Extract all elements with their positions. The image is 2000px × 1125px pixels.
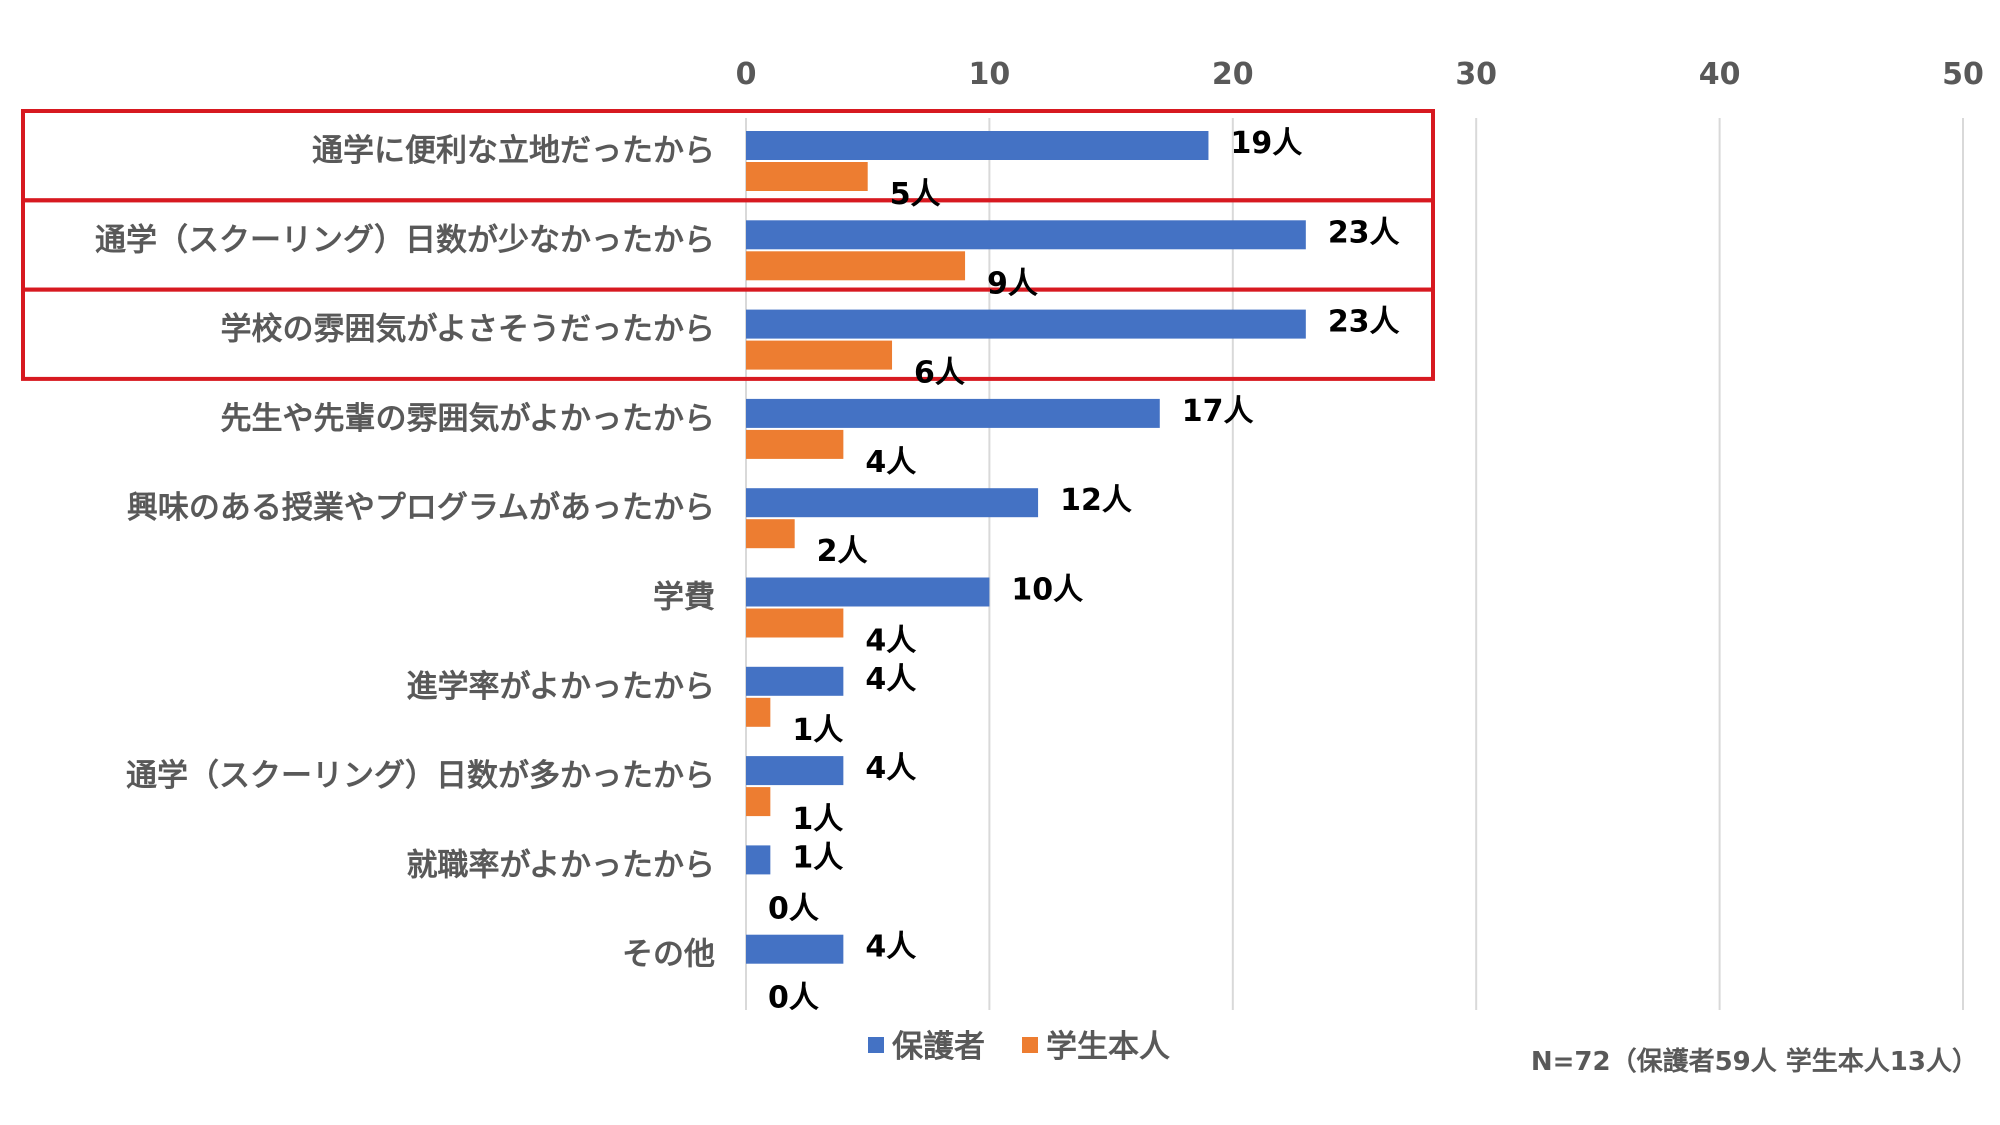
category-label: 興味のある授業やプログラムがあったから — [127, 490, 715, 526]
category-label: 進学率がよかったから — [407, 669, 715, 705]
legend: 保護者 学生本人 — [868, 1029, 1170, 1065]
student-data-label: 5人 — [890, 177, 941, 212]
x-tick-label: 30 — [1455, 57, 1497, 92]
x-tick-label: 20 — [1212, 57, 1254, 92]
student-bar — [746, 697, 771, 727]
category-label: 学費 — [653, 580, 715, 616]
guardian-data-label: 4人 — [865, 751, 916, 786]
highlight-box — [21, 287, 1435, 381]
x-tick-label: 0 — [736, 57, 757, 92]
student-data-label: 1人 — [792, 802, 843, 837]
category-labels: 通学に便利な立地だったから通学（スクーリング）日数が少なかったから学校の雰囲気が… — [95, 133, 715, 973]
guardian-data-label: 4人 — [865, 930, 916, 965]
x-axis-ticks: 0 10 20 30 40 50 — [736, 57, 1984, 92]
guardian-data-label: 23人 — [1328, 215, 1400, 250]
highlight-box — [21, 109, 1435, 203]
category-label: 学校の雰囲気がよさそうだったから — [221, 312, 715, 348]
student-data-label: 0人 — [768, 981, 819, 1016]
guardian-data-label: 1人 — [792, 840, 843, 875]
guardian-bar — [746, 131, 1209, 160]
student-bar — [746, 787, 771, 817]
student-bar — [746, 608, 844, 638]
category-label: 就職率がよかったから — [407, 847, 715, 883]
guardian-bar — [746, 845, 771, 875]
guardian-bar — [746, 666, 844, 696]
student-data-label: 9人 — [987, 266, 1038, 301]
student-bar — [746, 519, 795, 549]
student-bar — [746, 340, 893, 370]
student-data-label: 1人 — [792, 713, 843, 748]
category-label: 通学に便利な立地だったから — [312, 133, 715, 169]
guardian-data-label: 17人 — [1182, 394, 1254, 429]
category-label: 通学（スクーリング）日数が多かったから — [126, 758, 715, 794]
student-bar — [746, 251, 966, 281]
legend-label-student: 学生本人 — [1046, 1029, 1170, 1065]
student-data-label: 6人 — [914, 356, 965, 391]
guardian-data-label: 4人 — [865, 662, 916, 697]
x-tick-label: 50 — [1942, 57, 1984, 92]
guardian-data-label: 23人 — [1328, 305, 1400, 340]
guardian-bar — [746, 398, 1160, 428]
student-data-label: 0人 — [768, 891, 819, 926]
guardian-bar — [746, 309, 1306, 339]
guardian-data-label: 19人 — [1230, 126, 1302, 161]
student-data-label: 4人 — [865, 624, 916, 659]
student-bar — [746, 429, 844, 459]
x-tick-label: 10 — [969, 57, 1011, 92]
guardian-bar — [746, 577, 990, 607]
highlight-boxes — [21, 109, 1435, 381]
guardian-bar — [746, 220, 1306, 250]
legend-swatch-guardian — [868, 1037, 884, 1053]
guardian-bar — [746, 934, 844, 964]
data-labels: 19人5人23人9人23人6人17人4人12人2人10人4人4人1人4人1人1人… — [768, 126, 1400, 1016]
category-label: 通学（スクーリング）日数が少なかったから — [95, 222, 715, 258]
bars — [746, 131, 1306, 964]
guardian-data-label: 12人 — [1060, 483, 1132, 518]
category-label: その他 — [622, 937, 715, 973]
student-data-label: 4人 — [865, 445, 916, 480]
student-data-label: 2人 — [817, 534, 868, 569]
legend-swatch-student — [1022, 1037, 1038, 1053]
student-bar — [746, 162, 868, 191]
guardian-bar — [746, 488, 1039, 518]
sample-size-note: N=72（保護者59人 学生本人13人） — [1531, 1046, 1978, 1077]
category-label: 先生や先輩の雰囲気がよかったから — [221, 401, 715, 437]
guardian-data-label: 10人 — [1011, 573, 1083, 608]
x-tick-label: 40 — [1699, 57, 1741, 92]
guardian-bar — [746, 756, 844, 786]
legend-label-guardian: 保護者 — [892, 1029, 985, 1065]
